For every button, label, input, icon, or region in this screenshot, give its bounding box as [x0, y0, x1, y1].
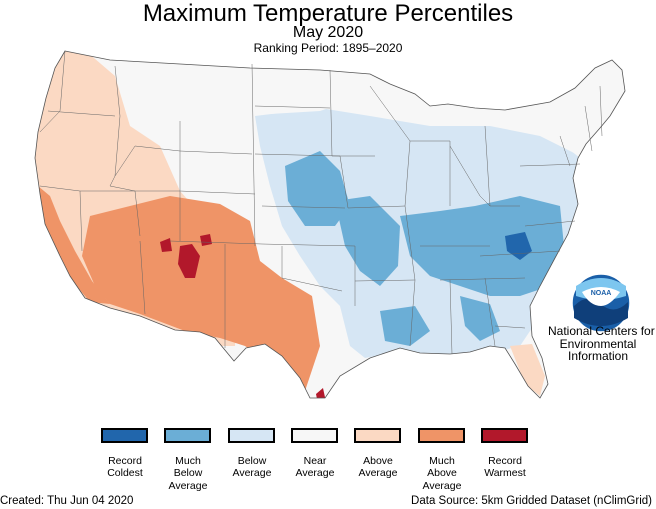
noaa-logo: NOAA — [571, 273, 631, 333]
legend-swatch-near — [291, 428, 338, 443]
legend-label-line: Record — [108, 455, 142, 467]
legend-swatch-record-warmest — [481, 428, 528, 443]
created-date: Created: Thu Jun 04 2020 — [0, 495, 134, 507]
legend-label-record-coldest: Record Coldest — [90, 455, 160, 480]
legend-label-line: Coldest — [107, 467, 143, 480]
us-temperature-map — [34, 50, 626, 399]
data-source: Data Source: 5km Gridded Dataset (nClimG… — [411, 495, 652, 507]
legend-label-record-warmest: Record Warmest — [470, 455, 540, 480]
legend-label-line: Average — [358, 467, 398, 480]
legend-label-line: Average — [232, 467, 272, 480]
legend-label-line: Below — [173, 467, 203, 480]
legend-swatch-below — [228, 428, 275, 443]
legend-label-line: Near — [303, 455, 327, 467]
map-subtitle: May 2020 — [292, 24, 364, 41]
legend-label-line: Average — [168, 479, 208, 492]
legend-label-line: Record — [488, 455, 522, 467]
ncei-line-3: Information — [567, 349, 629, 363]
legend-swatch-much-above — [418, 428, 465, 443]
legend-label-much-above: Much Above Average — [407, 455, 477, 492]
legend-label-much-below: Much Below Average — [153, 455, 223, 492]
map-title: Maximum Temperature Percentiles — [142, 0, 514, 27]
legend-label-line: Average — [295, 467, 335, 480]
noaa-logo-text: NOAA — [591, 290, 612, 297]
legend-label-line: Warmest — [484, 467, 526, 480]
legend-swatch-much-below — [164, 428, 211, 443]
legend-label-line: Above — [427, 467, 457, 480]
legend-label-above: Above Average — [343, 455, 413, 480]
legend-label-line: Below — [237, 455, 267, 467]
ncei-line-2: Environmental — [559, 336, 637, 351]
ncei-line-1: National Centers for — [548, 324, 655, 338]
legend-swatch-above — [354, 428, 401, 443]
ncei-label: National Centers for Environmental Infor… — [548, 324, 655, 363]
legend-label-line: Above — [363, 455, 393, 467]
legend-label-line: Average — [422, 479, 462, 492]
legend-label-near: Near Average — [280, 455, 350, 480]
legend-label-below: Below Average — [217, 455, 287, 480]
legend-swatch-record-coldest — [101, 428, 148, 443]
legend-label-line: Much — [429, 455, 455, 467]
state-boundaries — [39, 50, 603, 355]
ranking-period: Ranking Period: 1895–2020 — [253, 41, 403, 55]
legend-label-line: Much — [175, 455, 201, 467]
